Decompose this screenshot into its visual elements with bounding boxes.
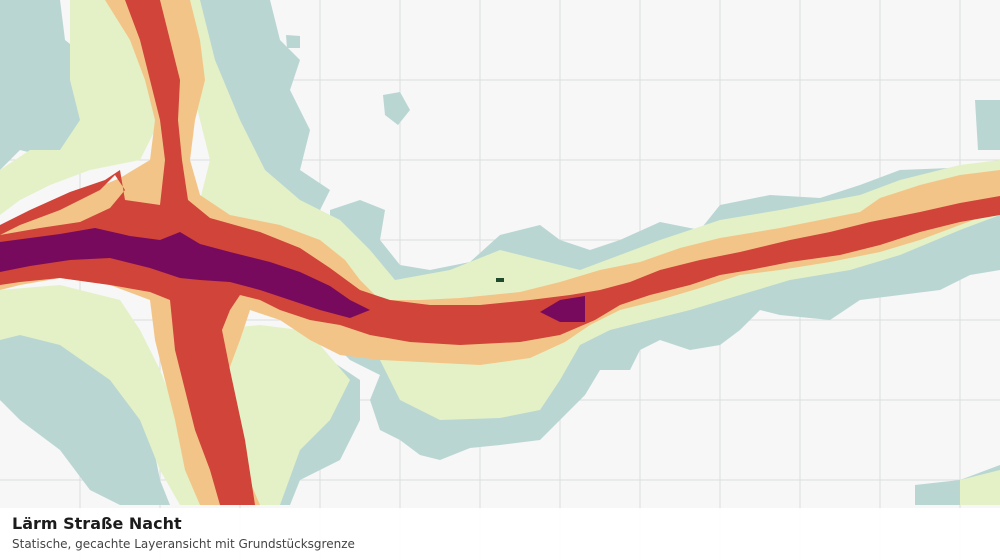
map-marker bbox=[496, 278, 504, 282]
map-subtitle: Statische, gecachte Layeransicht mit Gru… bbox=[12, 537, 355, 551]
map-caption: Lärm Straße Nacht Statische, gecachte La… bbox=[0, 508, 1000, 560]
map-title: Lärm Straße Nacht bbox=[12, 514, 182, 533]
noise-zone-purple bbox=[0, 228, 585, 322]
